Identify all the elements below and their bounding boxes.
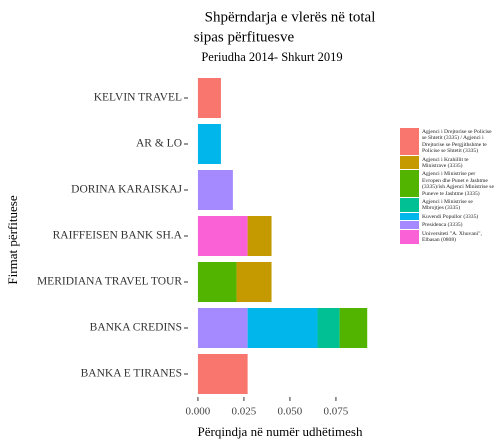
x-tick-label: 0.025 <box>232 406 257 418</box>
legend-key <box>400 170 419 199</box>
legend-label: Presidenca (3335) <box>422 222 463 229</box>
legend-label: Agjenci i Ministrise per Evropen dhe Pun… <box>422 171 494 197</box>
bar-segment <box>197 262 237 302</box>
chart-subtitle: Periudha 2014- Shkurt 2019 <box>201 50 342 64</box>
legend-key <box>400 212 419 222</box>
x-tick-label: 0.075 <box>324 406 349 418</box>
y-tick-label: BANKA CREDINS <box>90 322 182 334</box>
legend-key <box>400 128 419 156</box>
bar-segment <box>247 216 272 256</box>
legend-label: Kuvendi Popullor (3335) <box>422 213 479 220</box>
legend-key <box>400 229 419 245</box>
bar-segment <box>197 216 248 256</box>
legend: Agjenci i Drejtorise se Policise se Shte… <box>400 128 496 245</box>
bar-segment <box>197 78 221 118</box>
bar-segment <box>197 124 221 164</box>
legend-entry: Universiteti "A. Xhuvani", Elbasan (0808… <box>400 229 496 245</box>
bar-segment <box>236 262 272 302</box>
bar-segment <box>247 308 318 348</box>
y-tick-label: BANKA E TIRANES <box>81 368 182 380</box>
legend-entry: Agjenci i Ministrise per Evropen dhe Pun… <box>400 170 496 199</box>
legend-key <box>400 221 419 230</box>
bar-segment <box>197 354 248 394</box>
y-tick-label: DORINA KARAISKAJ <box>71 184 182 196</box>
y-axis-label: Firmat përfituese <box>5 195 20 284</box>
x-axis-label: Përqindja në numër udhëtimesh <box>198 424 363 439</box>
legend-key <box>400 155 419 171</box>
bar-segment <box>197 308 248 348</box>
bar-segment <box>339 308 368 348</box>
legend-label: Agjenci i Ministrise se Mbrojtjes (3335) <box>422 199 473 212</box>
legend-entry: Kuvendi Popullor (3335) <box>400 212 496 222</box>
legend-label: Agjenci i Krahillit te Ministrave (3335) <box>422 156 469 170</box>
x-tick-label: 0.050 <box>278 406 303 418</box>
chart-title: sipas përfituesve <box>190 29 294 45</box>
y-tick-label: RAIFFEISEN BANK SH.A <box>53 230 183 242</box>
bar-segment <box>317 308 340 348</box>
y-tick-label: AR & LO <box>136 138 182 150</box>
legend-entry: Agjenci i Ministrise se Mbrojtjes (3335) <box>400 198 496 213</box>
legend-entry: Agjenci i Drejtorise se Policise se Shte… <box>400 128 496 156</box>
legend-key <box>400 198 419 213</box>
chart-title: Shpërndarja e vlerës në total <box>205 9 376 25</box>
x-tick-label: 0.000 <box>186 406 211 418</box>
legend-entry: Agjenci i Krahillit te Ministrave (3335) <box>400 155 496 171</box>
legend-entry: Presidenca (3335) <box>400 221 496 230</box>
y-tick-label: MERIDIANA TRAVEL TOUR <box>37 276 182 288</box>
y-tick-label: KELVIN TRAVEL <box>94 92 182 104</box>
legend-label: Universiteti "A. Xhuvani", Elbasan (0808… <box>422 230 482 244</box>
bar-segment <box>197 170 233 210</box>
legend-label: Agjenci i Drejtorise se Policise se Shte… <box>422 129 492 155</box>
